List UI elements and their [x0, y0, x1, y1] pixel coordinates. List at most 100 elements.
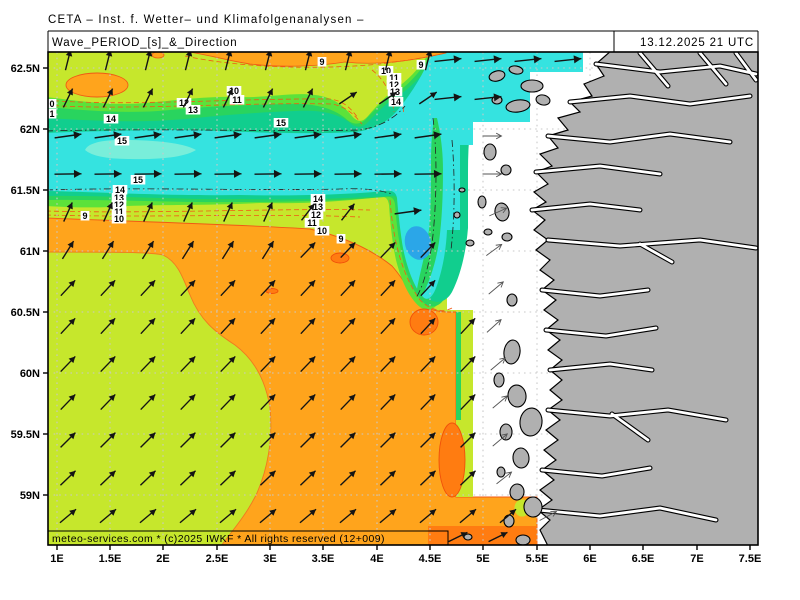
- orange-dot-top: [151, 52, 165, 59]
- arrow-head: [148, 470, 156, 478]
- contour-label-box: [130, 175, 146, 185]
- wave-arrow: [220, 355, 236, 373]
- arrow-head: [413, 207, 422, 216]
- arrow-head: [468, 356, 476, 364]
- arrow-head: [228, 318, 236, 326]
- thin-wave-arrow: [492, 395, 509, 409]
- arrow-head: [186, 88, 193, 96]
- wave-arrow: [139, 470, 157, 486]
- arrow-head: [313, 131, 322, 140]
- arrow-head: [348, 356, 356, 364]
- arrow-head: [108, 432, 116, 440]
- wave-arrow: [499, 508, 517, 524]
- wave-arrow: [63, 202, 73, 222]
- arrow-head: [349, 92, 357, 99]
- wave-arrow: [340, 393, 356, 411]
- wave-arrow: [224, 52, 233, 71]
- wave-arrow: [554, 55, 582, 64]
- arrow-head: [233, 131, 242, 140]
- org-title: CETA – Inst. f. Wetter– und Klimafolgena…: [48, 14, 365, 26]
- arrow-head: [308, 203, 315, 211]
- x-axis-label: 1.5E: [99, 553, 122, 565]
- thin-wave-arrow: [486, 319, 502, 333]
- contour-label: 9: [82, 211, 87, 221]
- contour-label: 14: [313, 194, 323, 204]
- wave-arrow: [304, 52, 313, 71]
- wave-arrow: [340, 355, 356, 373]
- arrow-head: [68, 470, 76, 478]
- arrow-head: [348, 470, 356, 478]
- wave-arrow: [380, 432, 396, 448]
- wave-arrow: [339, 508, 357, 524]
- arrow-head: [428, 280, 436, 288]
- arrow-shaft: [539, 511, 557, 521]
- wave-arrow: [460, 317, 476, 335]
- arrow-head: [228, 432, 236, 440]
- arrow-head: [348, 280, 356, 288]
- arrow-head: [188, 394, 196, 402]
- arrow-head: [188, 280, 196, 288]
- arrow-head: [313, 169, 322, 178]
- arrow-head: [66, 88, 73, 96]
- thin-wave-arrow: [482, 132, 503, 140]
- arrow-head: [453, 55, 462, 64]
- arrow-head: [495, 132, 503, 140]
- wave-arrow: [134, 131, 162, 140]
- arrow-head: [308, 470, 316, 478]
- wave-arrow: [302, 88, 314, 108]
- arrow-head: [265, 52, 273, 57]
- wave-arrow: [141, 240, 155, 260]
- arrow-head: [433, 131, 442, 140]
- thin-wave-arrow: [539, 511, 558, 521]
- wave-arrow: [419, 470, 437, 486]
- arrow-head: [189, 509, 197, 516]
- wave-arrow: [100, 355, 116, 373]
- thin-wave-arrow: [482, 170, 503, 178]
- arrow-head: [113, 169, 122, 178]
- arrow-head: [73, 169, 82, 178]
- band-edge-green-strip: [417, 118, 443, 295]
- wave-arrow: [263, 202, 273, 222]
- wave-arrow: [104, 52, 113, 71]
- wave-arrow: [448, 531, 468, 543]
- arrow-head: [495, 319, 502, 326]
- wave-arrow: [380, 317, 396, 335]
- arrow-head: [108, 318, 116, 326]
- wave-arrow: [420, 241, 436, 259]
- contour-label-box: [308, 210, 324, 220]
- wave-arrow: [460, 355, 476, 373]
- arrow-head: [188, 356, 196, 364]
- arrow-head: [105, 52, 113, 57]
- wave-arrow: [100, 279, 116, 297]
- arrow-head: [429, 509, 437, 516]
- contour-label-box: [176, 98, 192, 108]
- wave-arrow: [344, 52, 353, 71]
- wave-arrow: [219, 508, 237, 524]
- product-title: Wave_PERIOD_[s]_&_Direction: [52, 37, 237, 49]
- wave-arrow: [181, 240, 195, 260]
- arrow-head: [308, 318, 316, 326]
- arrow-head: [186, 202, 193, 210]
- arrow-head: [68, 356, 76, 364]
- arrow-head: [268, 318, 276, 326]
- arrow-head: [469, 509, 477, 516]
- contour-label: 14: [391, 97, 401, 107]
- arrow-head: [229, 509, 237, 516]
- wave-arrow: [380, 355, 396, 373]
- contour-label: 13: [114, 193, 124, 203]
- arrow-head: [148, 318, 156, 326]
- arrow-head: [388, 242, 396, 250]
- arrow-head: [188, 432, 196, 440]
- wave-arrow: [334, 169, 362, 178]
- arrow-head: [113, 131, 122, 140]
- contour-label: 11: [232, 95, 242, 105]
- arrow-head: [68, 432, 76, 440]
- wave-arrow: [334, 131, 362, 140]
- y-axis-label: 59.5N: [11, 429, 40, 441]
- arrow-head: [468, 432, 476, 440]
- arrow-head: [69, 509, 77, 516]
- contour-label-box: [48, 99, 57, 109]
- contour-label: 12: [179, 98, 189, 108]
- credit-text: meteo-services.com * (c)2025 IWKF * All …: [52, 533, 385, 545]
- contour-label: 11: [389, 73, 399, 83]
